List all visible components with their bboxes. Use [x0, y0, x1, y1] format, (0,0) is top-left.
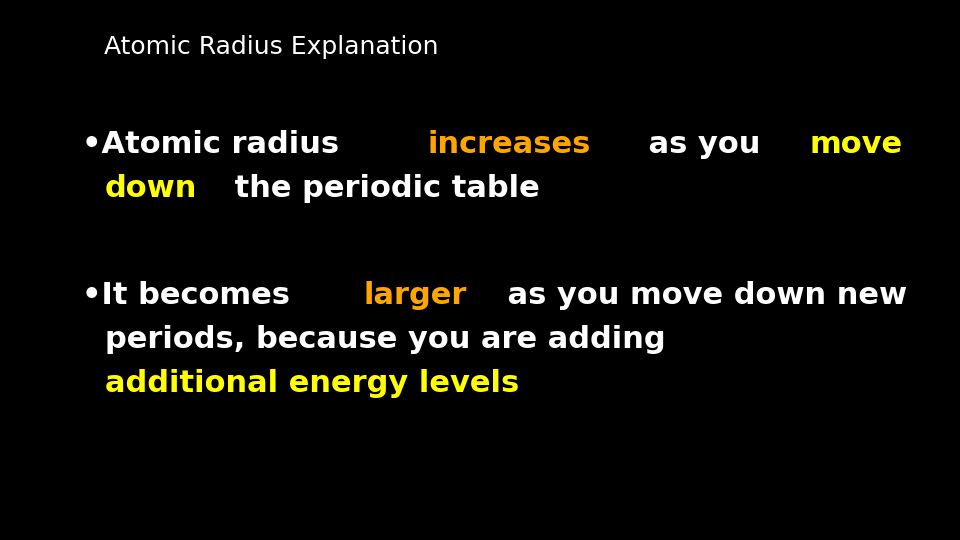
Text: •Atomic radius: •Atomic radius	[82, 130, 349, 159]
Text: •It becomes: •It becomes	[82, 281, 300, 310]
Text: move: move	[809, 130, 902, 159]
Text: periods, because you are adding: periods, because you are adding	[105, 325, 665, 354]
Text: larger: larger	[364, 281, 468, 310]
Text: Atomic Radius Explanation: Atomic Radius Explanation	[104, 35, 438, 59]
Text: as you: as you	[637, 130, 771, 159]
Text: as you move down new: as you move down new	[497, 281, 907, 310]
Text: increases: increases	[427, 130, 590, 159]
Text: down: down	[105, 174, 198, 203]
Text: •: •	[82, 130, 111, 159]
Text: the periodic table: the periodic table	[224, 174, 540, 203]
Text: additional energy levels: additional energy levels	[105, 369, 519, 399]
